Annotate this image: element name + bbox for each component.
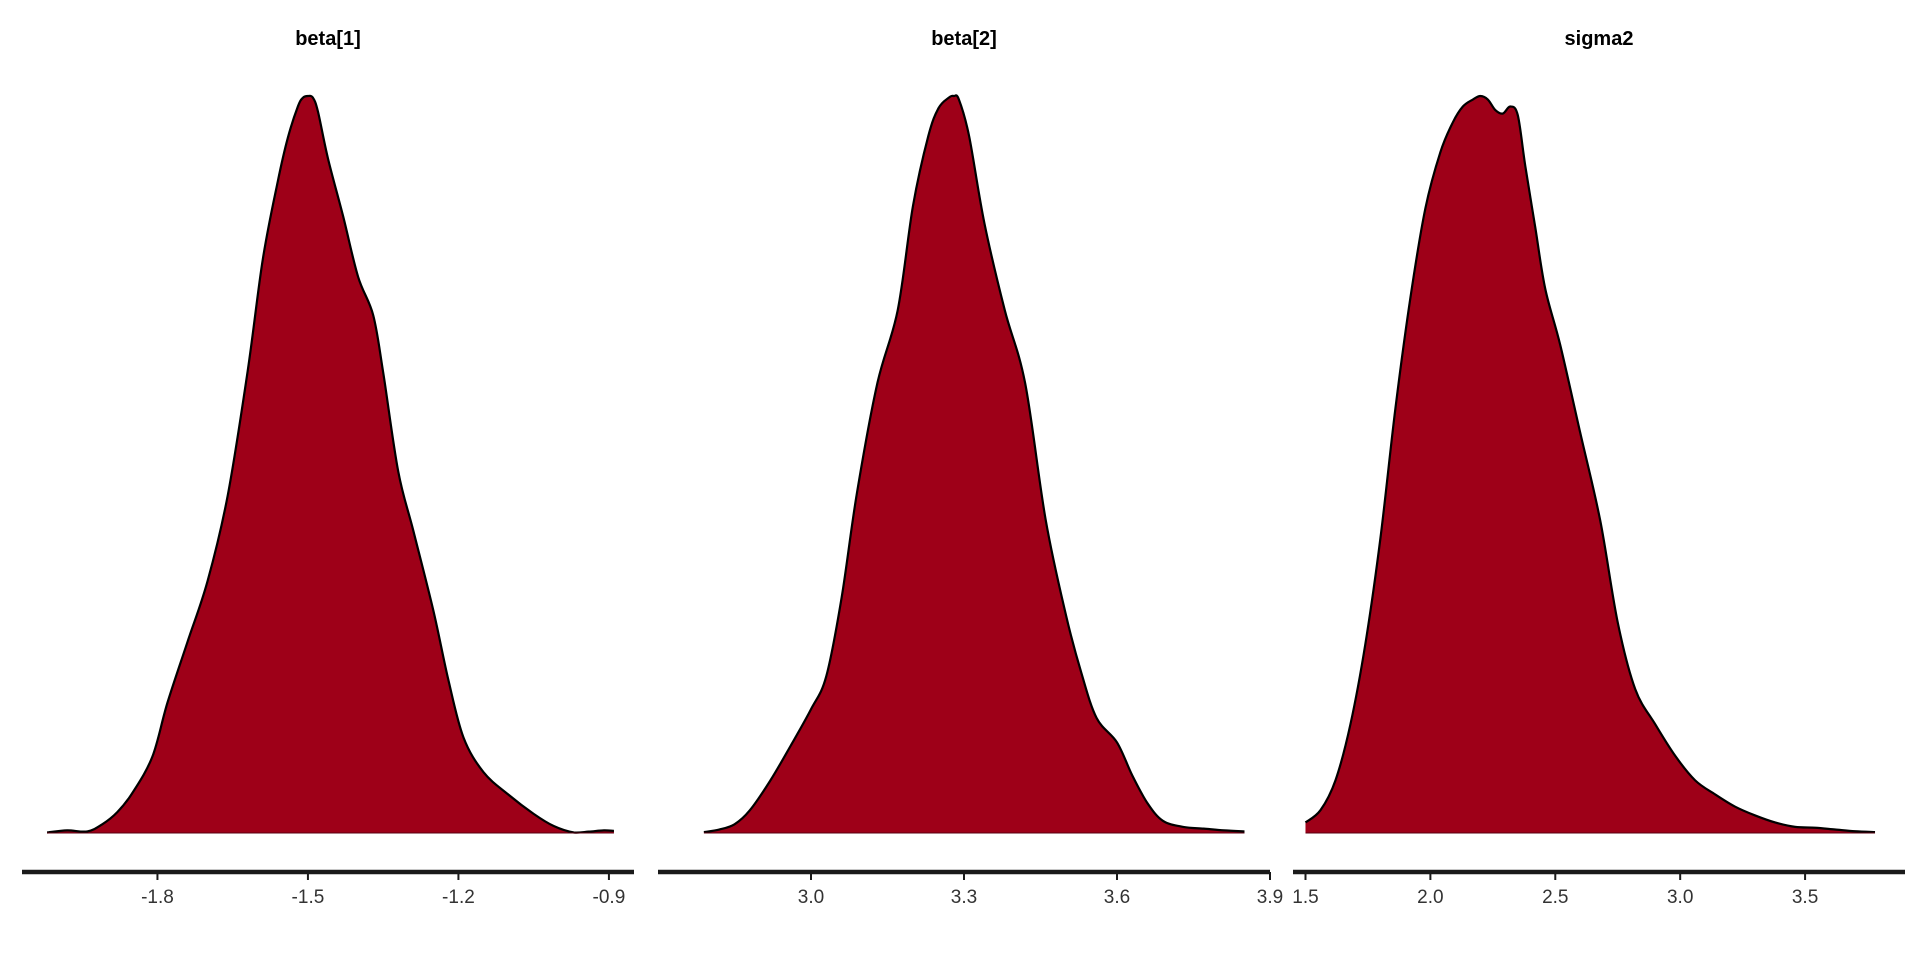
panel-title: beta[1] (295, 28, 361, 50)
density-curve (703, 94, 1245, 834)
panel-title: sigma2 (1565, 28, 1634, 50)
x-tick-label: 1.5 (1292, 887, 1318, 908)
x-tick-label: -1.5 (292, 887, 325, 908)
density-curve (46, 94, 614, 834)
density-curve (1304, 94, 1876, 834)
x-tick-label: 3.5 (1792, 887, 1818, 908)
panel-2: beta[2] 3.0 3.3 3.6 3.9 (658, 28, 1283, 908)
x-tick-label: -1.2 (442, 887, 475, 908)
x-tick-label: 3.0 (798, 887, 824, 908)
x-tick-label: 2.5 (1542, 887, 1568, 908)
panel-title: beta[2] (931, 28, 997, 50)
x-tick-label: 3.6 (1104, 887, 1130, 908)
x-tick-label: 3.3 (951, 887, 977, 908)
density-area (47, 95, 614, 834)
x-tick-label: 3.0 (1667, 887, 1693, 908)
density-area (703, 95, 1245, 833)
density-area (1305, 96, 1876, 833)
x-tick-label: -0.9 (593, 887, 626, 908)
x-tick-label: -1.8 (141, 887, 174, 908)
x-tick-label: 3.9 (1257, 887, 1283, 908)
x-tick-label: 2.0 (1417, 887, 1443, 908)
panel-1: beta[1] -1.8 -1.5 -1.2 -0.9 (22, 28, 634, 908)
panel-3: sigma2 1.5 2.0 2.5 3.0 3.5 (1292, 28, 1905, 908)
